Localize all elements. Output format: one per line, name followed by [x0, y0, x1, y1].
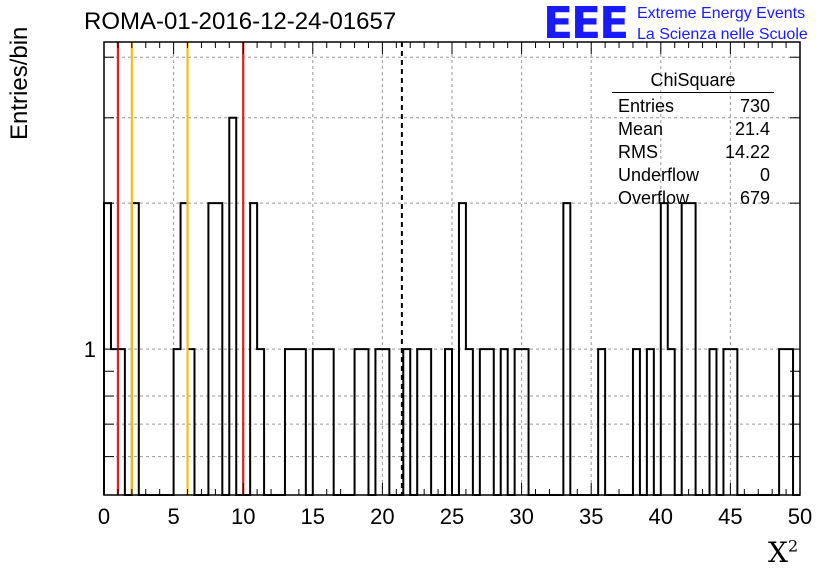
histogram-bin [501, 349, 508, 495]
histogram-bin [292, 349, 299, 495]
x-axis-label-main: X [768, 536, 788, 569]
stats-box: ChiSquare Entries 730 Mean 21.4 RMS 14.2… [612, 70, 774, 210]
x-tick-label: 0 [98, 504, 110, 529]
logo-mark: EEE [543, 0, 629, 49]
histogram-bin [382, 349, 389, 495]
histogram-bin [515, 349, 522, 495]
x-tick-label: 40 [649, 504, 673, 529]
stats-value: 0 [759, 165, 770, 185]
histogram-bin [668, 349, 675, 495]
histogram-bin [320, 349, 327, 495]
stats-title: ChiSquare [612, 70, 774, 93]
histogram-bin [710, 349, 717, 495]
histogram-bin [466, 349, 473, 495]
stats-value: 679 [739, 188, 770, 208]
vertical-lines-layer [116, 42, 403, 495]
stats-label: Overflow [618, 188, 690, 208]
logo-line1: Extreme Energy Events [637, 5, 806, 22]
histogram-bin [375, 349, 382, 495]
histogram-bin [480, 349, 487, 495]
histogram-bin [362, 349, 369, 495]
histogram-bin [229, 118, 236, 495]
histogram-bin [313, 349, 320, 495]
x-tick-label: 50 [788, 504, 812, 529]
histogram-bin [647, 349, 654, 495]
histogram-bin [174, 349, 181, 495]
histogram-bin [327, 349, 334, 495]
x-axis-label-superscript: 2 [787, 536, 799, 556]
histogram-bin [424, 349, 431, 495]
histogram-bin [723, 349, 730, 495]
stats-label: RMS [618, 142, 658, 162]
histogram-bin [487, 349, 494, 495]
histogram-bin [355, 349, 362, 495]
histogram-bin [522, 349, 529, 495]
stats-row-mean: Mean 21.4 [612, 118, 774, 141]
histogram-layer [103, 116, 800, 496]
histogram-bin [445, 349, 452, 495]
x-tick-label: 25 [440, 504, 464, 529]
histogram-bin [417, 349, 424, 495]
x-tick-label: 5 [167, 504, 179, 529]
histogram-bin [257, 349, 264, 495]
histogram-bin [633, 349, 640, 495]
stats-row-rms: RMS 14.22 [612, 141, 774, 164]
x-tick-label: 15 [301, 504, 325, 529]
stats-label: Underflow [618, 165, 700, 185]
stats-row-overflow: Overflow 679 [612, 187, 774, 210]
histogram-bin [779, 349, 786, 495]
logo-line2: La Scienza nelle Scuole [637, 26, 808, 43]
x-tick-label: 10 [231, 504, 255, 529]
plot-title: ROMA-01-2016-12-24-01657 [84, 8, 397, 35]
stats-label: Mean [618, 119, 664, 139]
stats-value: 730 [739, 96, 770, 116]
histogram-bin [299, 349, 306, 495]
x-tick-label: 35 [579, 504, 603, 529]
stats-value: 14.22 [724, 142, 770, 162]
histogram-bin [598, 349, 605, 495]
histogram-bin [730, 349, 737, 495]
stats-row-entries: Entries 730 [612, 95, 774, 118]
x-tick-label: 30 [509, 504, 533, 529]
eee-logo: EEE Extreme Energy Events La Scienza nel… [543, 2, 833, 48]
histogram-bin [403, 349, 410, 495]
x-tick-label: 45 [718, 504, 742, 529]
axis-layer: 0 5 10 15 20 25 30 35 40 45 50 1 [84, 41, 812, 529]
histogram-outline [103, 116, 800, 496]
x-tick-label: 20 [370, 504, 394, 529]
stats-label: Entries [618, 96, 675, 116]
stats-value: 21.4 [734, 119, 770, 139]
x-axis-label: X2 [768, 536, 798, 569]
stats-row-underflow: Underflow 0 [612, 164, 774, 187]
histogram-bin [285, 349, 292, 495]
y-tick-label: 1 [84, 337, 96, 362]
